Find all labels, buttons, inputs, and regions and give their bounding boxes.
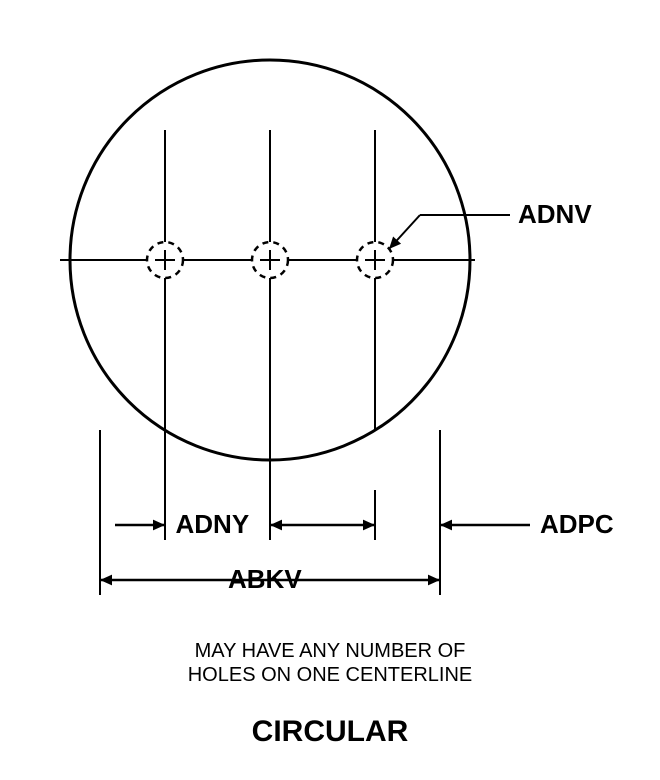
- holes-group: [147, 242, 393, 278]
- diagram-title: CIRCULAR: [0, 715, 660, 749]
- vertical-centerlines: [165, 130, 375, 430]
- label-adnv: ADNV: [518, 199, 592, 230]
- technical-drawing-svg: [0, 0, 660, 780]
- label-adpc: ADPC: [540, 509, 614, 540]
- note-line-1: MAY HAVE ANY NUMBER OF: [0, 640, 660, 663]
- note-line-2: HOLES ON ONE CENTERLINE: [0, 664, 660, 687]
- label-abkv: ABKV: [228, 564, 302, 595]
- diagram-container: ADNV ADNY ADPC ABKV MAY HAVE ANY NUMBER …: [0, 0, 660, 780]
- label-adny: ADNY: [176, 509, 250, 540]
- adnv-leader: [389, 215, 510, 249]
